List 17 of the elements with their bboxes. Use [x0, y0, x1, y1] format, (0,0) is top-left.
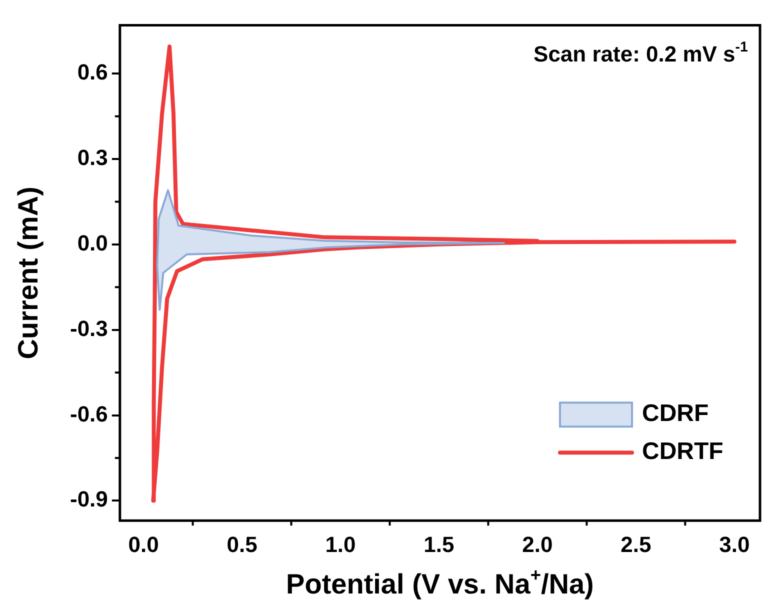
y-tick-label: 0.0 [77, 230, 108, 256]
x-tick-label: 0.5 [226, 532, 258, 557]
x-tick-label: 0.0 [128, 532, 159, 557]
x-tick-label: 2.5 [620, 532, 652, 557]
x-tick-label: 1.0 [325, 532, 356, 557]
y-tick-label: -0.6 [70, 401, 108, 426]
legend-label: CDRF [642, 400, 709, 428]
legend-label: CDRTF [642, 438, 724, 466]
x-axis-title: Potential (V vs. Na+/Na) [286, 565, 594, 600]
x-tick-label: 3.0 [719, 532, 750, 557]
y-tick-label: -0.3 [70, 316, 108, 341]
y-tick-label: 0.6 [77, 60, 108, 85]
x-tick-label: 1.5 [424, 532, 454, 557]
y-axis-title: Current (mA) [12, 186, 44, 360]
x-tick-label: 2.0 [522, 532, 553, 557]
y-tick-label: 0.3 [77, 145, 108, 170]
y-tick-label: -0.9 [70, 486, 108, 512]
